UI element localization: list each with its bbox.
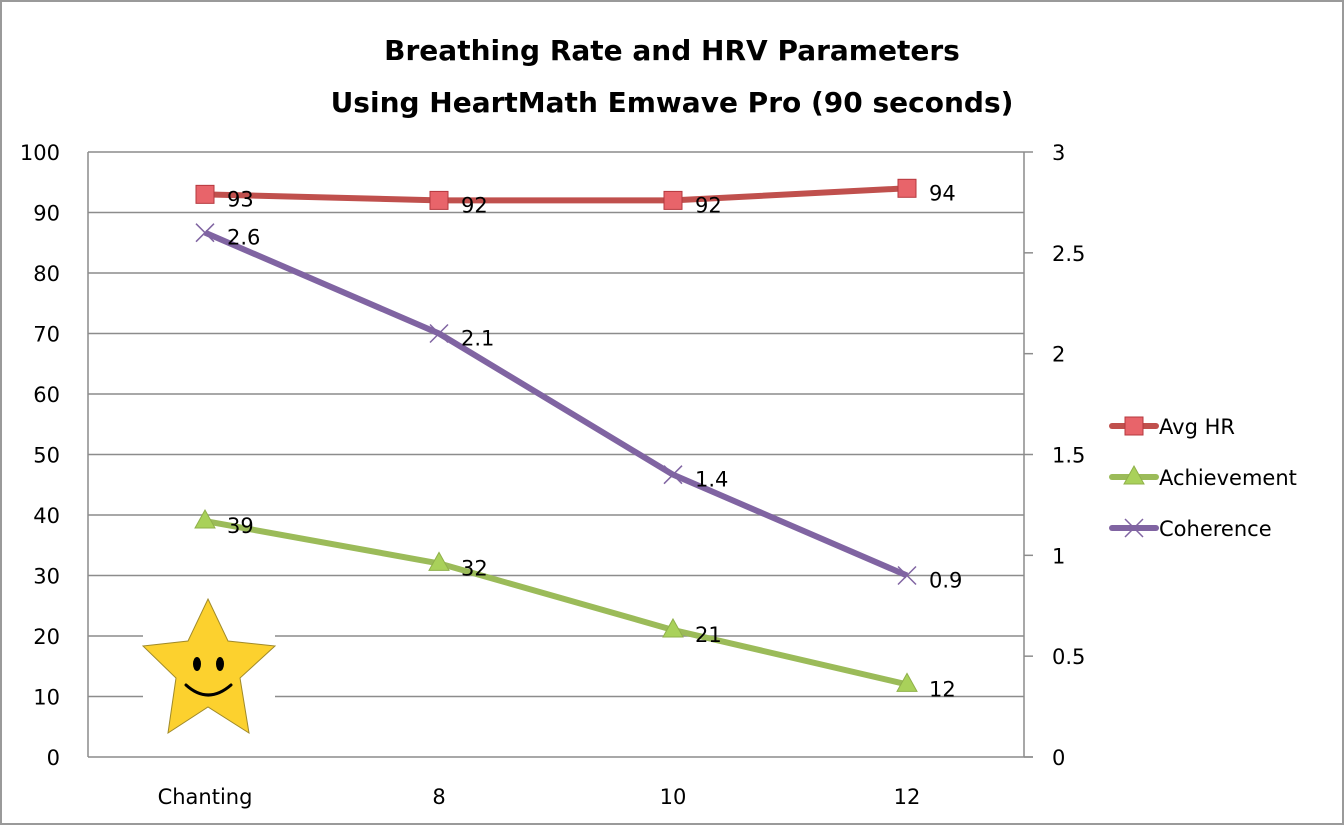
chart-title-line-1: Breathing Rate and HRV Parameters <box>384 34 960 67</box>
legend-item-achievement: Achievement <box>1109 464 1297 490</box>
left-axis-tick-label: 90 <box>33 202 60 226</box>
smiley-star-icon <box>141 597 277 736</box>
right-axis-tick-label: 2.5 <box>1052 242 1085 266</box>
data-point-marker <box>897 565 917 586</box>
x-axis-tick-label: Chanting <box>158 785 253 809</box>
left-axis-tick-label: 30 <box>33 565 60 589</box>
data-label: 93 <box>227 187 254 211</box>
data-label: 0.9 <box>929 569 962 593</box>
legend-marker <box>1124 416 1144 436</box>
x-axis-tick-label: 10 <box>660 785 687 809</box>
series-achievement: 39 32 21 12 <box>194 509 956 701</box>
series-layer: 93 92 92 94 39 32 21 12 2.6 2.1 1.4 0.9 <box>194 178 962 701</box>
left-axis-tick-label: 0 <box>47 746 60 770</box>
data-point-marker <box>429 323 449 344</box>
data-label: 92 <box>461 193 488 217</box>
left-axis-tick-label: 60 <box>33 383 60 407</box>
series-coherence: 2.6 2.1 1.4 0.9 <box>195 223 962 593</box>
right-axis-tick-label: 0 <box>1052 746 1065 770</box>
data-point-marker <box>662 617 684 638</box>
data-label: 32 <box>461 556 488 580</box>
data-point-marker <box>897 178 917 198</box>
legend-label: Avg HR <box>1159 415 1235 439</box>
left-axis-ticks: 0 10 20 30 40 50 60 70 80 90 100 <box>20 141 60 770</box>
left-axis-tick-label: 40 <box>33 504 60 528</box>
right-axis-tick-label: 0.5 <box>1052 645 1085 669</box>
left-axis-tick-label: 100 <box>20 141 60 165</box>
right-axis-tick-label: 3 <box>1052 141 1065 165</box>
left-axis-tick-label: 20 <box>33 625 60 649</box>
series-line <box>204 185 908 204</box>
data-label: 2.6 <box>227 226 260 250</box>
data-point-marker <box>663 465 683 485</box>
legend-item-avg-hr: Avg HR <box>1109 415 1235 439</box>
data-label: 12 <box>929 677 956 701</box>
x-axis-tick-label: 12 <box>894 785 921 809</box>
data-point-marker <box>195 223 215 243</box>
data-label: 21 <box>695 623 722 647</box>
right-axis-tick-label: 2 <box>1052 343 1065 367</box>
legend-marker <box>1123 464 1145 485</box>
left-axis-tick-label: 70 <box>33 323 60 347</box>
x-axis-tick-label: 8 <box>432 785 445 809</box>
x-axis-ticks: Chanting 8 10 12 <box>158 785 921 809</box>
data-point-marker <box>429 190 449 210</box>
data-label: 94 <box>929 181 956 205</box>
legend: Avg HR Achievement Coherence <box>1109 415 1297 541</box>
right-axis-ticks: 0 0.5 1 1.5 2 2.5 3 <box>1024 141 1085 770</box>
data-point-marker <box>896 672 918 692</box>
data-point-marker <box>663 190 683 210</box>
right-axis-tick-label: 1.5 <box>1052 444 1085 468</box>
left-axis-tick-label: 10 <box>33 686 60 710</box>
data-label: 2.1 <box>461 327 494 351</box>
legend-marker <box>1124 518 1144 538</box>
right-axis-tick-label: 1 <box>1052 544 1065 568</box>
legend-item-coherence: Coherence <box>1109 517 1272 541</box>
left-axis-tick-label: 80 <box>33 262 60 286</box>
left-axis-tick-label: 50 <box>33 444 60 468</box>
data-point-marker <box>428 551 450 571</box>
data-point-marker <box>195 184 215 204</box>
data-label: 92 <box>695 193 722 217</box>
data-label: 39 <box>227 514 254 538</box>
legend-label: Coherence <box>1159 517 1272 541</box>
data-point-marker <box>194 509 216 529</box>
data-label: 1.4 <box>695 468 728 492</box>
chart-title-line-2: Using HeartMath Emwave Pro (90 seconds) <box>331 86 1014 119</box>
series-line <box>204 518 908 688</box>
legend-label: Achievement <box>1159 466 1297 490</box>
series-avg-hr: 93 92 92 94 <box>195 178 956 217</box>
series-line <box>203 229 909 579</box>
